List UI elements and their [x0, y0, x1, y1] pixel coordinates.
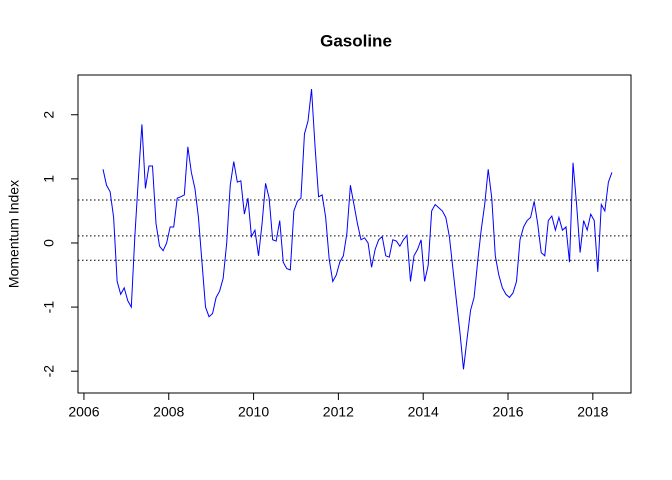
x-tick-label: 2006 [68, 404, 99, 420]
data-line [102, 89, 613, 370]
x-tick-label: 2012 [323, 404, 354, 420]
chart-title: Gasoline [320, 31, 392, 50]
x-tick-label: 2018 [577, 404, 608, 420]
y-tick-label: -2 [41, 365, 57, 378]
y-tick-label: -1 [41, 301, 57, 314]
x-tick-label: 2016 [492, 404, 523, 420]
x-tick-label: 2010 [238, 404, 269, 420]
y-tick-label: 1 [41, 175, 57, 183]
y-tick-label: 0 [41, 239, 57, 247]
x-tick-label: 2014 [408, 404, 439, 420]
y-axis-label: Momentum Index [6, 180, 22, 288]
plot-frame [77, 74, 632, 394]
y-tick-label: 2 [41, 111, 57, 119]
x-tick-label: 2008 [153, 404, 184, 420]
